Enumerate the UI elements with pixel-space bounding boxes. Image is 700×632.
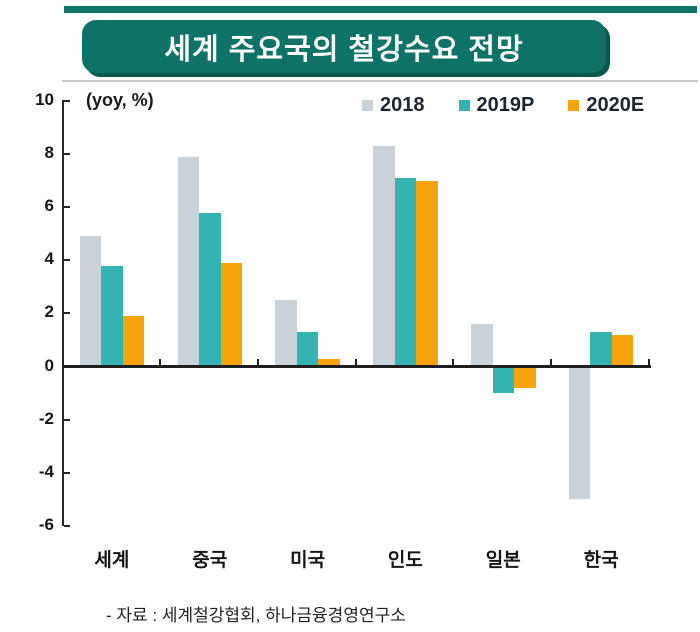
bar bbox=[275, 300, 297, 367]
source-note: - 자료 : 세계철강협회, 하나금융경영연구소 bbox=[106, 606, 406, 625]
legend-swatch-icon bbox=[362, 100, 373, 111]
category-label: 일본 bbox=[485, 550, 521, 571]
x-axis-zero-line bbox=[62, 365, 651, 368]
legend-label: 2018 bbox=[380, 94, 425, 116]
y-axis-tick-label: 4 bbox=[44, 249, 54, 269]
bar bbox=[220, 262, 242, 367]
y-axis-tick-label: 6 bbox=[44, 196, 54, 216]
legend-item: 2018 bbox=[362, 94, 425, 117]
y-axis-tick-label: -4 bbox=[38, 461, 54, 481]
bar bbox=[199, 212, 221, 367]
legend-item: 2019P bbox=[458, 94, 535, 117]
x-axis-tick bbox=[158, 359, 161, 365]
bar bbox=[416, 180, 438, 367]
top-accent-bar bbox=[64, 6, 697, 13]
bar bbox=[318, 358, 340, 367]
category-label: 한국 bbox=[583, 550, 619, 571]
y-axis-tick-label: 0 bbox=[44, 355, 54, 375]
legend-swatch-icon bbox=[458, 100, 470, 111]
bar bbox=[177, 156, 199, 367]
legend-label: 2019P bbox=[476, 94, 535, 116]
bar bbox=[296, 331, 319, 367]
y-axis-tick bbox=[64, 312, 70, 315]
y-axis-tick bbox=[64, 206, 70, 209]
legend-item: 2020E bbox=[568, 94, 644, 117]
category-label: 중국 bbox=[192, 550, 228, 571]
y-axis-tick bbox=[64, 524, 70, 527]
y-axis bbox=[62, 100, 64, 526]
bar bbox=[122, 316, 145, 367]
category-label: 세계 bbox=[94, 550, 130, 571]
bar bbox=[373, 146, 395, 367]
y-axis-tick-label: 8 bbox=[44, 143, 54, 163]
bar bbox=[101, 265, 123, 367]
bar bbox=[79, 236, 102, 367]
y-axis-tick-label: -6 bbox=[38, 514, 54, 534]
bar bbox=[568, 366, 591, 500]
bar bbox=[590, 331, 612, 367]
y-axis-tick-label: -2 bbox=[38, 408, 54, 428]
y-axis-tick-label: 2 bbox=[44, 302, 54, 322]
category-label: 미국 bbox=[290, 550, 326, 571]
y-axis-tick bbox=[64, 153, 70, 156]
x-axis-tick bbox=[354, 359, 357, 365]
x-axis-tick bbox=[550, 359, 553, 365]
y-axis-unit-label: (yoy, %) bbox=[86, 90, 154, 110]
bar bbox=[471, 324, 493, 367]
header-divider bbox=[62, 80, 698, 82]
page-title: 세계 주요국의 철강수요 전망 bbox=[164, 33, 524, 66]
y-axis-tick bbox=[64, 418, 70, 421]
bar bbox=[611, 334, 634, 367]
legend-swatch-icon bbox=[568, 100, 580, 111]
category-label: 인도 bbox=[387, 550, 423, 571]
y-axis-tick bbox=[64, 100, 70, 102]
bar bbox=[394, 177, 417, 367]
legend-label: 2020E bbox=[586, 94, 645, 116]
y-axis-tick bbox=[64, 471, 70, 474]
chart-legend: 2018 2019P 2020E bbox=[362, 94, 644, 117]
bar bbox=[492, 366, 514, 394]
bar bbox=[514, 366, 536, 388]
title-banner: 세계 주요국의 철강수요 전망 bbox=[82, 20, 606, 73]
y-axis-tick-label: 10 bbox=[35, 90, 54, 109]
x-axis-tick bbox=[452, 359, 455, 365]
x-axis-tick bbox=[256, 359, 259, 365]
x-axis-tick bbox=[648, 359, 650, 365]
y-axis-tick bbox=[64, 259, 70, 262]
